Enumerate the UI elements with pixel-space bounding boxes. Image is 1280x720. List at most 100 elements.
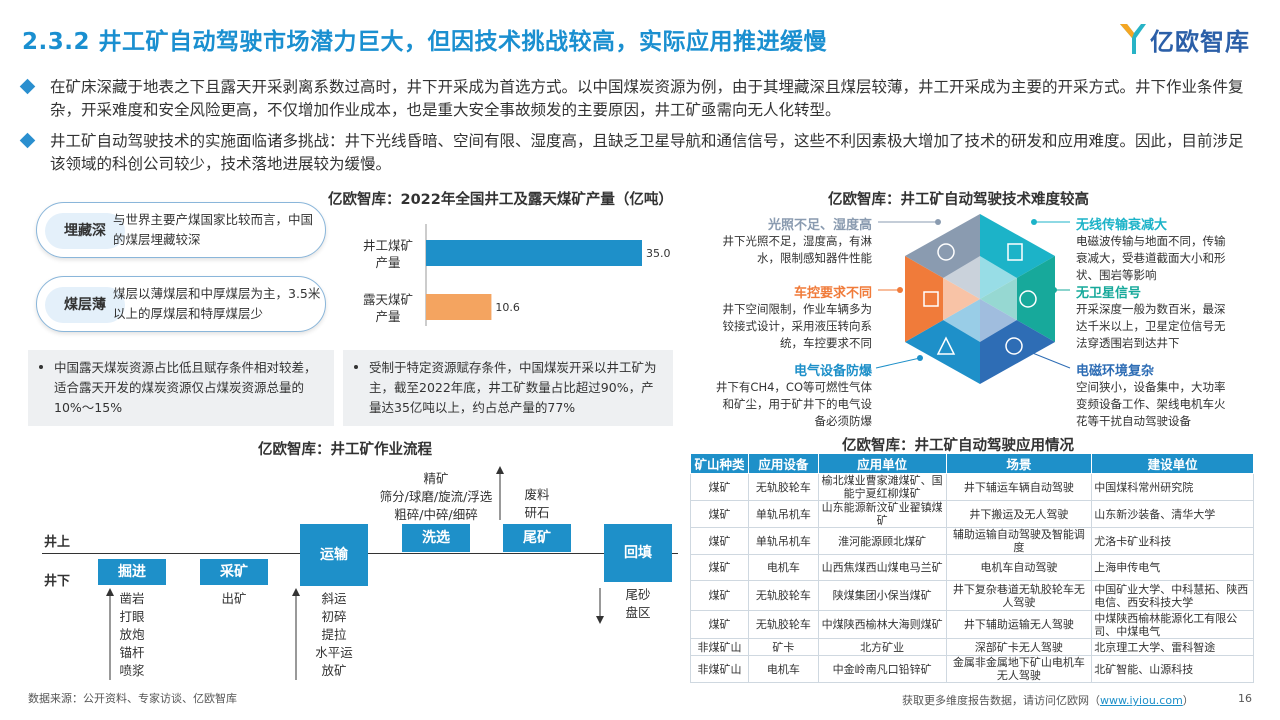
difficulty-satellite: 无卫星信号 开采深度一般为数百米，最深达千米以上，卫星定位信号无法穿透围岩到达井… xyxy=(1076,286,1226,350)
step-tunneling: 掘进 xyxy=(98,559,166,585)
difficulty-light: 光照不足、湿度高 井下光照不足，湿度高，有淋水，限制感知器件性能 xyxy=(722,218,873,265)
website-link[interactable]: www.iyiou.com xyxy=(1100,694,1183,707)
table-cell: 陕煤集团小保当煤矿 xyxy=(817,580,947,611)
backfill-substeps: 尾砂 盘区 xyxy=(625,587,651,620)
reason-thin: 煤层薄 煤层以薄煤层和中厚煤层为主，3.5米以上的厚煤层和特厚煤层少 xyxy=(36,276,326,332)
table-cell: 单轨吊机车 xyxy=(747,500,819,528)
bar-category-label: 产量 xyxy=(375,255,400,270)
reason-desc: 与世界主要产煤国家比较而言，中国的煤层埋藏较深 xyxy=(113,212,314,247)
application-table: 矿山种类 应用设备 应用单位 场景 建设单位 煤矿 无轨胶轮车 榆北煤业曹家滩煤矿、… xyxy=(690,453,1254,683)
table-cell: 电机车 xyxy=(747,655,819,683)
bar-0 xyxy=(426,240,642,266)
signal-icon xyxy=(1007,243,1023,261)
difficulty-signal: 无线传输衰减大 电磁波传输与地面不同，传输衰减大，受巷道截面大小和形状、围岩等影… xyxy=(1076,218,1226,282)
difficulty-emi: 电磁环境复杂 空间狭小，设备集中，大功率变频设备工作、架线电机车火花等干扰自动驾… xyxy=(1076,364,1226,428)
logo-icon xyxy=(1120,24,1146,54)
more-info: 获取更多维度报告数据，请访问亿欧网（www.iyiou.com） xyxy=(902,694,1194,707)
table-cell: 上海申传电气 xyxy=(1091,554,1254,581)
table-row: 煤矿 电机车 山西焦煤西山煤电马兰矿 电机车自动驾驶 上海申传电气 xyxy=(690,554,1254,581)
difficulty-steering: 车控要求不同 井下空间限制，作业车辆多为铰接式设计，采用液压转向系统，车控要求不… xyxy=(722,286,873,350)
bar-category-label: 井工煤矿 xyxy=(363,238,413,253)
table-header-row: 矿山种类 应用设备 应用单位 场景 建设单位 xyxy=(690,453,1254,474)
table-cell: 山东新沙装备、清华大学 xyxy=(1091,500,1254,528)
table-cell: 井下复杂巷道无轨胶轮车无人驾驶 xyxy=(945,580,1093,611)
col-header: 应用单位 xyxy=(817,453,947,474)
table-cell: 无轨胶轮车 xyxy=(747,610,819,639)
table-cell: 非煤矿山 xyxy=(690,655,749,683)
bullet-1: 在矿床深藏于地表之下且露天开采剥离系数过高时，井下开采成为首选方式。以中国煤炭资… xyxy=(19,76,1258,122)
below-ground-label: 井下 xyxy=(44,574,71,589)
table-cell: 淮河能源顾北煤矿 xyxy=(817,527,947,555)
note-underground: 受制于特定资源赋存条件，中国煤炭开采以井工矿为主，截至2022年底，井工矿数量占… xyxy=(343,350,673,426)
step-backfill: 回填 xyxy=(604,524,672,582)
table-cell: 井下辅助运输无人驾驶 xyxy=(945,610,1093,639)
above-ground-label: 井上 xyxy=(44,535,71,550)
step-tailings: 尾矿 xyxy=(503,524,571,552)
table-cell: 北京理工大学、雷科智途 xyxy=(1091,638,1254,656)
steering-icon xyxy=(923,291,939,307)
washing-substeps: 精矿 筛分/球磨/旋流/浮选 粗碎/中碎/细碎 xyxy=(379,471,493,522)
table-cell: 中煤陕西榆林大海则煤矿 xyxy=(817,610,947,639)
difficulty-explosion: 电气设备防爆 井下有CH4，CO等可燃性气体和矿尘，用于矿井下的电气设备必须防爆 xyxy=(715,364,872,428)
table-row: 非煤矿山 矿卡 北方矿业 深部矿卡无人驾驶 北京理工大学、雷科智途 xyxy=(690,638,1254,656)
table-cell: 北矿智能、山源科技 xyxy=(1091,655,1254,683)
table-cell: 煤矿 xyxy=(690,610,749,639)
difficulty-hexagon xyxy=(905,214,1055,384)
table-row: 煤矿 单轨吊机车 山东能源新汶矿业翟镇煤矿 井下搬运及无人驾驶 山东新沙装备、清华大学 xyxy=(690,500,1254,528)
source-note: 数据来源：公开资料、专家访谈、亿欧智库 xyxy=(28,692,237,705)
light-icon xyxy=(937,243,955,261)
table-cell: 井下辅运车辆自动驾驶 xyxy=(945,473,1093,501)
table-cell: 单轨吊机车 xyxy=(747,527,819,555)
table-row: 非煤矿山 电机车 中金岭南凡口铅锌矿 金属非金属地下矿山电机车无人驾驶 北矿智能、山源科… xyxy=(690,655,1254,683)
brand-logo: 亿欧智库 xyxy=(1118,18,1268,58)
bar-value-label: 10.6 xyxy=(495,301,519,314)
reason-deep: 埋藏深 与世界主要产煤国家比较而言，中国的煤层埋藏较深 xyxy=(36,202,326,258)
table-cell: 井下搬运及无人驾驶 xyxy=(945,500,1093,528)
chart-title: 亿欧智库：2022年全国井工及露天煤矿产量（亿吨） xyxy=(328,192,673,208)
table-row: 煤矿 单轨吊机车 淮河能源顾北煤矿 辅助运输自动驾驶及智能调度 尤洛卡矿业科技 xyxy=(690,527,1254,555)
table-cell: 辅助运输自动驾驶及智能调度 xyxy=(945,527,1093,555)
page-number: 16 xyxy=(1238,692,1252,705)
table-row: 煤矿 无轨胶轮车 榆北煤业曹家滩煤矿、国能宁夏红柳煤矿 井下辅运车辆自动驾驶 中国煤科常… xyxy=(690,473,1254,501)
difficulty-title: 亿欧智库：井工矿自动驾驶技术难度较高 xyxy=(828,192,1089,208)
hex-center xyxy=(943,256,1017,342)
table-cell: 中金岭南凡口铅锌矿 xyxy=(817,655,947,683)
reason-label: 埋藏深 xyxy=(45,213,125,249)
table-cell: 山东能源新汶矿业翟镇煤矿 xyxy=(817,500,947,528)
step-washing: 洗选 xyxy=(402,524,470,552)
table-cell: 中国矿业大学、中科慧拓、陕西电信、西安科技大学 xyxy=(1091,580,1254,611)
table-cell: 电机车自动驾驶 xyxy=(945,554,1093,581)
tailings-substeps: 废料 研石 xyxy=(524,487,550,520)
bar-value-label: 35.0 xyxy=(646,247,671,260)
col-header: 矿山种类 xyxy=(690,453,749,474)
application-title: 亿欧智库：井工矿自动驾驶应用情况 xyxy=(842,438,1074,454)
satellite-icon xyxy=(1019,290,1037,308)
table-cell: 中国煤科常州研究院 xyxy=(1091,473,1254,501)
explosion-icon xyxy=(936,336,956,355)
table-cell: 煤矿 xyxy=(690,580,749,611)
bar-1 xyxy=(426,294,492,320)
table-cell: 无轨胶轮车 xyxy=(747,473,819,501)
col-header: 应用设备 xyxy=(747,453,819,474)
table-cell: 金属非金属地下矿山电机车无人驾驶 xyxy=(945,655,1093,683)
table-cell: 煤矿 xyxy=(690,527,749,555)
bar-category-label: 产量 xyxy=(375,309,400,324)
note-open-pit: 中国露天煤炭资源占比低且赋存条件相对较差，适合露天开发的煤炭资源仅占煤炭资源总量… xyxy=(28,350,334,426)
table-cell: 北方矿业 xyxy=(817,638,947,656)
tunneling-substeps: 凿岩 打眼 放炮 锚杆 喷浆 xyxy=(119,591,145,678)
reason-label: 煤层薄 xyxy=(45,287,125,323)
bar-category-label: 露天煤矿 xyxy=(363,292,413,307)
table-cell: 煤矿 xyxy=(690,554,749,581)
table-cell: 非煤矿山 xyxy=(690,638,749,656)
table-cell: 煤矿 xyxy=(690,473,749,501)
table-cell: 榆北煤业曹家滩煤矿、国能宁夏红柳煤矿 xyxy=(817,473,947,501)
hex-segment-steering xyxy=(905,256,980,342)
bullet-2: 井工矿自动驾驶技术的实施面临诸多挑战：井下光线昏暗、空间有限、湿度高，且缺乏卫星… xyxy=(19,130,1258,176)
table-cell: 中煤陕西榆林能源化工有限公司、中煤电气 xyxy=(1091,610,1254,639)
table-cell: 电机车 xyxy=(747,554,819,581)
transport-substeps: 斜运 初碎 提拉 水平运 放矿 xyxy=(315,591,353,678)
step-mining: 采矿 xyxy=(200,559,268,585)
